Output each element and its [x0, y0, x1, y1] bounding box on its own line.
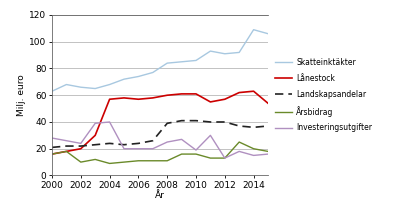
Lånestock [165, 94, 170, 97]
Lånestock [122, 97, 126, 99]
Lånestock [179, 93, 184, 95]
Investeringsutgifter [208, 134, 213, 137]
Investeringsutgifter [194, 149, 198, 151]
Årsbidrag [107, 162, 112, 165]
Årsbidrag [165, 159, 170, 162]
Legend: Skatteinktäkter, Lånestock, Landskapsandelar, Årsbidrag, Investeringsutgifter: Skatteinktäkter, Lånestock, Landskapsand… [272, 55, 375, 135]
Årsbidrag [237, 141, 242, 143]
Skatteinktäkter [222, 52, 227, 55]
Landskapsandelar [122, 143, 126, 146]
Y-axis label: Milj. euro: Milj. euro [18, 74, 26, 116]
Landskapsandelar [150, 140, 155, 142]
Lånestock [237, 91, 242, 94]
Skatteinktäkter [122, 78, 126, 80]
Lånestock [208, 101, 213, 103]
Skatteinktäkter [93, 87, 98, 90]
Skatteinktäkter [251, 28, 256, 31]
Landskapsandelar [107, 142, 112, 145]
Lånestock [136, 98, 141, 101]
Landskapsandelar [50, 146, 54, 149]
Årsbidrag [208, 157, 213, 159]
Lånestock [64, 150, 69, 153]
Investeringsutgifter [78, 142, 83, 145]
Investeringsutgifter [50, 137, 54, 139]
Årsbidrag [50, 153, 54, 155]
Skatteinktäkter [50, 90, 54, 92]
Investeringsutgifter [136, 147, 141, 150]
Landskapsandelar [165, 122, 170, 125]
Landskapsandelar [237, 125, 242, 127]
Line: Årsbidrag: Årsbidrag [52, 142, 268, 163]
Lånestock [251, 90, 256, 92]
Årsbidrag [64, 150, 69, 153]
Skatteinktäkter [237, 51, 242, 54]
Skatteinktäkter [208, 50, 213, 52]
Årsbidrag [136, 159, 141, 162]
Landskapsandelar [64, 145, 69, 147]
Landskapsandelar [179, 119, 184, 122]
Årsbidrag [93, 158, 98, 161]
Årsbidrag [266, 150, 270, 153]
Årsbidrag [122, 161, 126, 163]
Skatteinktäkter [179, 61, 184, 63]
Lånestock [266, 102, 270, 105]
Investeringsutgifter [122, 147, 126, 150]
Skatteinktäkter [78, 86, 83, 89]
Landskapsandelar [194, 119, 198, 122]
Lånestock [50, 153, 54, 155]
Investeringsutgifter [64, 140, 69, 142]
Skatteinktäkter [194, 59, 198, 62]
Lånestock [93, 134, 98, 137]
Skatteinktäkter [266, 33, 270, 35]
Skatteinktäkter [165, 62, 170, 64]
Landskapsandelar [251, 126, 256, 129]
Årsbidrag [150, 159, 155, 162]
Årsbidrag [194, 153, 198, 155]
Årsbidrag [222, 157, 227, 159]
Investeringsutgifter [237, 150, 242, 153]
Landskapsandelar [136, 142, 141, 145]
Årsbidrag [78, 161, 83, 163]
Lånestock [78, 147, 83, 150]
Line: Skatteinktäkter: Skatteinktäkter [52, 30, 268, 91]
Lånestock [222, 98, 227, 101]
Lånestock [194, 93, 198, 95]
Investeringsutgifter [251, 154, 256, 157]
Investeringsutgifter [150, 147, 155, 150]
Investeringsutgifter [107, 121, 112, 123]
Skatteinktäkter [64, 83, 69, 86]
Lånestock [150, 97, 155, 99]
Investeringsutgifter [266, 153, 270, 155]
Investeringsutgifter [165, 141, 170, 143]
Skatteinktäkter [107, 83, 112, 86]
Landskapsandelar [93, 143, 98, 146]
Line: Investeringsutgifter: Investeringsutgifter [52, 122, 268, 158]
Årsbidrag [179, 153, 184, 155]
Investeringsutgifter [93, 122, 98, 125]
Line: Landskapsandelar: Landskapsandelar [52, 121, 268, 147]
X-axis label: År: År [155, 192, 165, 201]
Skatteinktäkter [150, 71, 155, 74]
Line: Lånestock: Lånestock [52, 91, 268, 154]
Lånestock [107, 98, 112, 101]
Investeringsutgifter [179, 138, 184, 141]
Landskapsandelar [78, 145, 83, 147]
Landskapsandelar [208, 121, 213, 123]
Landskapsandelar [266, 125, 270, 127]
Landskapsandelar [222, 121, 227, 123]
Skatteinktäkter [136, 75, 141, 78]
Investeringsutgifter [222, 157, 227, 159]
Årsbidrag [251, 147, 256, 150]
